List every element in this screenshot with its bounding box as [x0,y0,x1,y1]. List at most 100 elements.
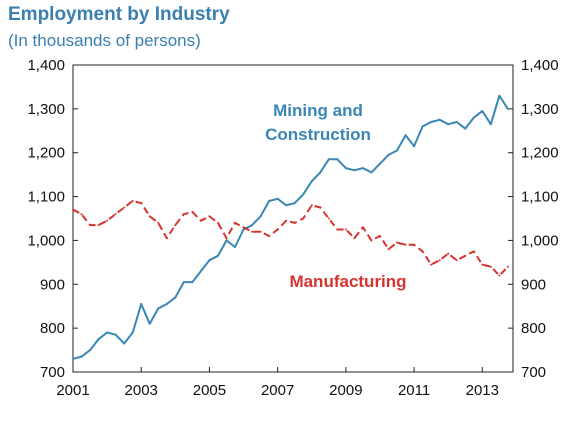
data-point-mining-construction [242,228,245,231]
x-tick-label: 2005 [193,382,226,399]
data-point-manufacturing [217,221,219,224]
data-point-mining-construction [199,270,202,273]
data-point-mining-construction [191,281,194,284]
data-point-manufacturing [89,224,92,227]
data-point-mining-construction [182,281,185,284]
data-point-manufacturing [438,259,441,262]
data-point-mining-construction [123,342,126,345]
data-point-manufacturing [413,243,416,246]
right-y-tick-label: 1,400 [521,57,559,74]
data-point-manufacturing [396,241,398,244]
chart-subtitle: (In thousands of persons) [8,31,201,50]
data-point-mining-construction [251,224,254,227]
data-point-mining-construction [302,193,305,196]
series-label-mining-construction: Mining and Construction [265,101,371,144]
data-point-mining-construction [353,169,356,172]
data-point-mining-construction [259,215,262,218]
data-point-mining-construction [310,180,313,183]
data-point-manufacturing [259,230,262,233]
left-y-tick-label: 1,300 [27,101,65,118]
data-point-mining-construction [157,307,160,310]
data-point-mining-construction [464,127,467,130]
data-point-manufacturing [447,252,450,255]
data-point-manufacturing [72,208,74,211]
x-tick-label: 2003 [125,382,158,399]
data-point-manufacturing [293,221,296,224]
data-point-manufacturing [285,219,288,222]
data-point-manufacturing [489,265,492,268]
data-point-mining-construction [217,254,219,257]
data-point-mining-construction [225,239,228,242]
data-point-mining-construction [421,125,424,128]
data-point-mining-construction [89,349,92,352]
data-point-manufacturing [148,215,151,218]
series-label-line: Mining and [273,101,363,120]
left-y-tick-label: 900 [40,276,65,293]
data-point-mining-construction [404,134,407,137]
data-point-manufacturing [140,202,143,205]
data-point-mining-construction [276,197,279,200]
data-point-manufacturing [336,228,339,231]
data-point-manufacturing [157,221,160,224]
data-point-mining-construction [148,322,151,325]
right-y-tick-label: 800 [521,320,546,337]
data-point-mining-construction [319,171,322,174]
data-point-manufacturing [387,248,390,251]
series-line-mining-construction [72,94,509,360]
data-point-mining-construction [344,167,347,170]
plot-frame [72,64,514,373]
right-y-tick-label: 1,200 [521,145,559,162]
data-point-manufacturing [498,274,501,277]
data-point-mining-construction [361,167,364,170]
x-tick-label: 2013 [466,382,499,399]
data-point-mining-construction [234,246,236,248]
data-point-mining-construction [327,158,330,161]
data-point-manufacturing [302,217,305,220]
right-y-tick-label: 1,000 [521,232,559,249]
data-point-manufacturing [327,217,330,220]
series-label-line: Construction [265,125,371,144]
data-point-mining-construction [387,153,390,156]
data-point-manufacturing [225,237,228,240]
data-point-manufacturing [404,243,407,246]
data-point-mining-construction [165,303,168,305]
data-point-manufacturing [421,250,424,253]
right-y-tick-label: 900 [521,276,546,293]
data-point-mining-construction [131,331,134,334]
data-point-manufacturing [131,200,134,202]
series-line-manufacturing [72,200,509,277]
data-point-manufacturing [80,213,83,216]
data-point-manufacturing [123,206,126,209]
data-point-mining-construction [447,123,450,126]
right-y-axis: 700 800 900 1,000 1,100 1,200 1,300 1,400 [508,57,559,381]
data-point-manufacturing [370,239,373,242]
x-tick-label: 2009 [329,382,362,399]
data-point-mining-construction [498,94,501,97]
data-point-mining-construction [80,355,83,358]
data-point-manufacturing [114,213,117,216]
data-point-manufacturing [361,226,364,229]
data-point-mining-construction [72,357,74,360]
data-point-manufacturing [268,235,271,237]
data-point-mining-construction [472,116,475,119]
data-point-manufacturing [464,254,467,257]
data-point-manufacturing [353,237,356,240]
data-point-mining-construction [208,259,211,262]
data-point-manufacturing [472,250,475,253]
right-y-tick-label: 700 [521,364,546,381]
data-point-manufacturing [344,228,347,231]
data-point-mining-construction [106,331,109,334]
left-y-tick-label: 1,100 [27,189,65,206]
left-y-axis: 700 800 900 1,000 1,100 1,200 1,300 1,400 [27,57,78,381]
data-point-manufacturing [481,263,484,266]
x-tick-label: 2011 [398,382,430,399]
data-point-mining-construction [293,202,296,205]
data-point-manufacturing [251,230,254,233]
left-y-tick-label: 1,200 [27,145,65,162]
data-point-manufacturing [199,219,202,222]
x-tick-label: 2007 [261,382,294,399]
series-layer [72,94,509,360]
left-y-tick-label: 800 [40,320,65,337]
series-label-manufacturing: Manufacturing [289,272,406,291]
